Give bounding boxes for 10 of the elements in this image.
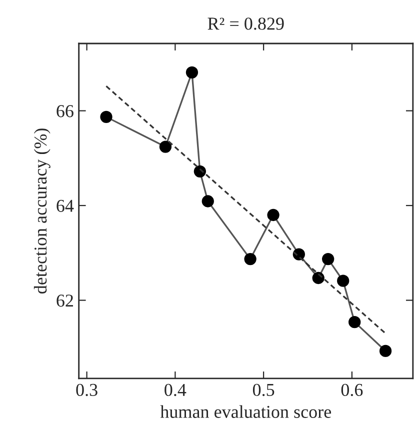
- y-axis-title: detection accuracy (%): [34, 128, 50, 294]
- x-tick-label: 0.3: [76, 384, 98, 396]
- y-tick-label: 66: [56, 105, 74, 118]
- chart-title: R² = 0.829: [208, 18, 284, 30]
- x-tick-label: 0.6: [341, 384, 363, 396]
- x-tick-label: 0.4: [164, 384, 186, 396]
- x-axis-title: human evaluation score: [160, 405, 331, 418]
- y-tick-label: 62: [56, 294, 73, 307]
- y-tick-label: 64: [56, 200, 74, 212]
- x-tick-label: 0.5: [252, 384, 274, 396]
